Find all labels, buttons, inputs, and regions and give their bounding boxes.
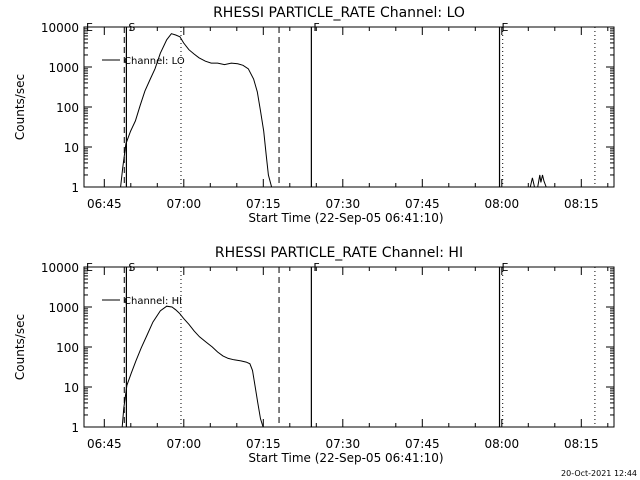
- data-series-line: [120, 33, 273, 188]
- x-tick-label: 08:15: [564, 437, 599, 451]
- chart-title: RHESSI PARTICLE_RATE Channel: LO: [213, 5, 465, 21]
- data-series-line: [121, 305, 264, 428]
- y-tick-label: 100: [56, 101, 79, 115]
- y-tick-label: 10: [64, 141, 79, 155]
- x-tick-label: 07:30: [326, 437, 361, 451]
- x-tick-label: 07:45: [405, 197, 440, 211]
- x-tick-label: 08:00: [485, 197, 520, 211]
- x-tick-label: 06:45: [87, 437, 122, 451]
- x-tick-label: 08:15: [564, 197, 599, 211]
- x-axis-label: Start Time (22-Sep-05 06:41:10): [248, 451, 443, 465]
- event-marker-label: E: [86, 261, 93, 274]
- event-marker-label: F: [313, 21, 319, 34]
- x-tick-label: 07:15: [246, 437, 281, 451]
- x-tick-label: 07:15: [246, 197, 281, 211]
- legend-label: Channel: LO: [124, 56, 185, 67]
- chart-panel-hi: RHESSI PARTICLE_RATE Channel: HI 1 10 100 10…: [13, 245, 615, 465]
- y-tick-label: 1: [71, 421, 79, 435]
- y-tick-label: 10000: [41, 261, 79, 275]
- event-marker-label: E: [502, 21, 509, 34]
- x-tick-label: 07:00: [167, 197, 202, 211]
- data-series-line: [529, 177, 535, 188]
- event-marker-label: E: [86, 21, 93, 34]
- event-marker-label: E: [502, 261, 509, 274]
- y-tick-label: 1: [71, 181, 79, 195]
- x-tick-label: 07:45: [405, 437, 440, 451]
- event-marker-label: S: [128, 21, 135, 34]
- x-tick-label: 08:00: [485, 437, 520, 451]
- y-tick-label: 10: [64, 381, 79, 395]
- y-tick-label: 100: [56, 341, 79, 355]
- x-tick-label: 07:30: [326, 197, 361, 211]
- y-axis-label: Counts/sec: [13, 74, 27, 140]
- chart-panel-lo: RHESSI PARTICLE_RATE Channel: LO 1 10 100 10…: [13, 5, 615, 225]
- event-marker-label: F: [313, 261, 319, 274]
- y-tick-label: 1000: [48, 301, 79, 315]
- chart-title: RHESSI PARTICLE_RATE Channel: HI: [215, 245, 463, 261]
- y-tick-label: 10000: [41, 21, 79, 35]
- x-tick-label: 06:45: [87, 197, 122, 211]
- event-marker-label: S: [128, 261, 135, 274]
- footer-timestamp: 20-Oct-2021 12:44: [561, 469, 637, 478]
- y-axis-label: Counts/sec: [13, 314, 27, 380]
- x-tick-label: 07:00: [167, 437, 202, 451]
- legend-label: Channel: HI: [124, 296, 182, 307]
- y-tick-label: 1000: [48, 61, 79, 75]
- x-axis-label: Start Time (22-Sep-05 06:41:10): [248, 211, 443, 225]
- data-series-line: [537, 174, 547, 188]
